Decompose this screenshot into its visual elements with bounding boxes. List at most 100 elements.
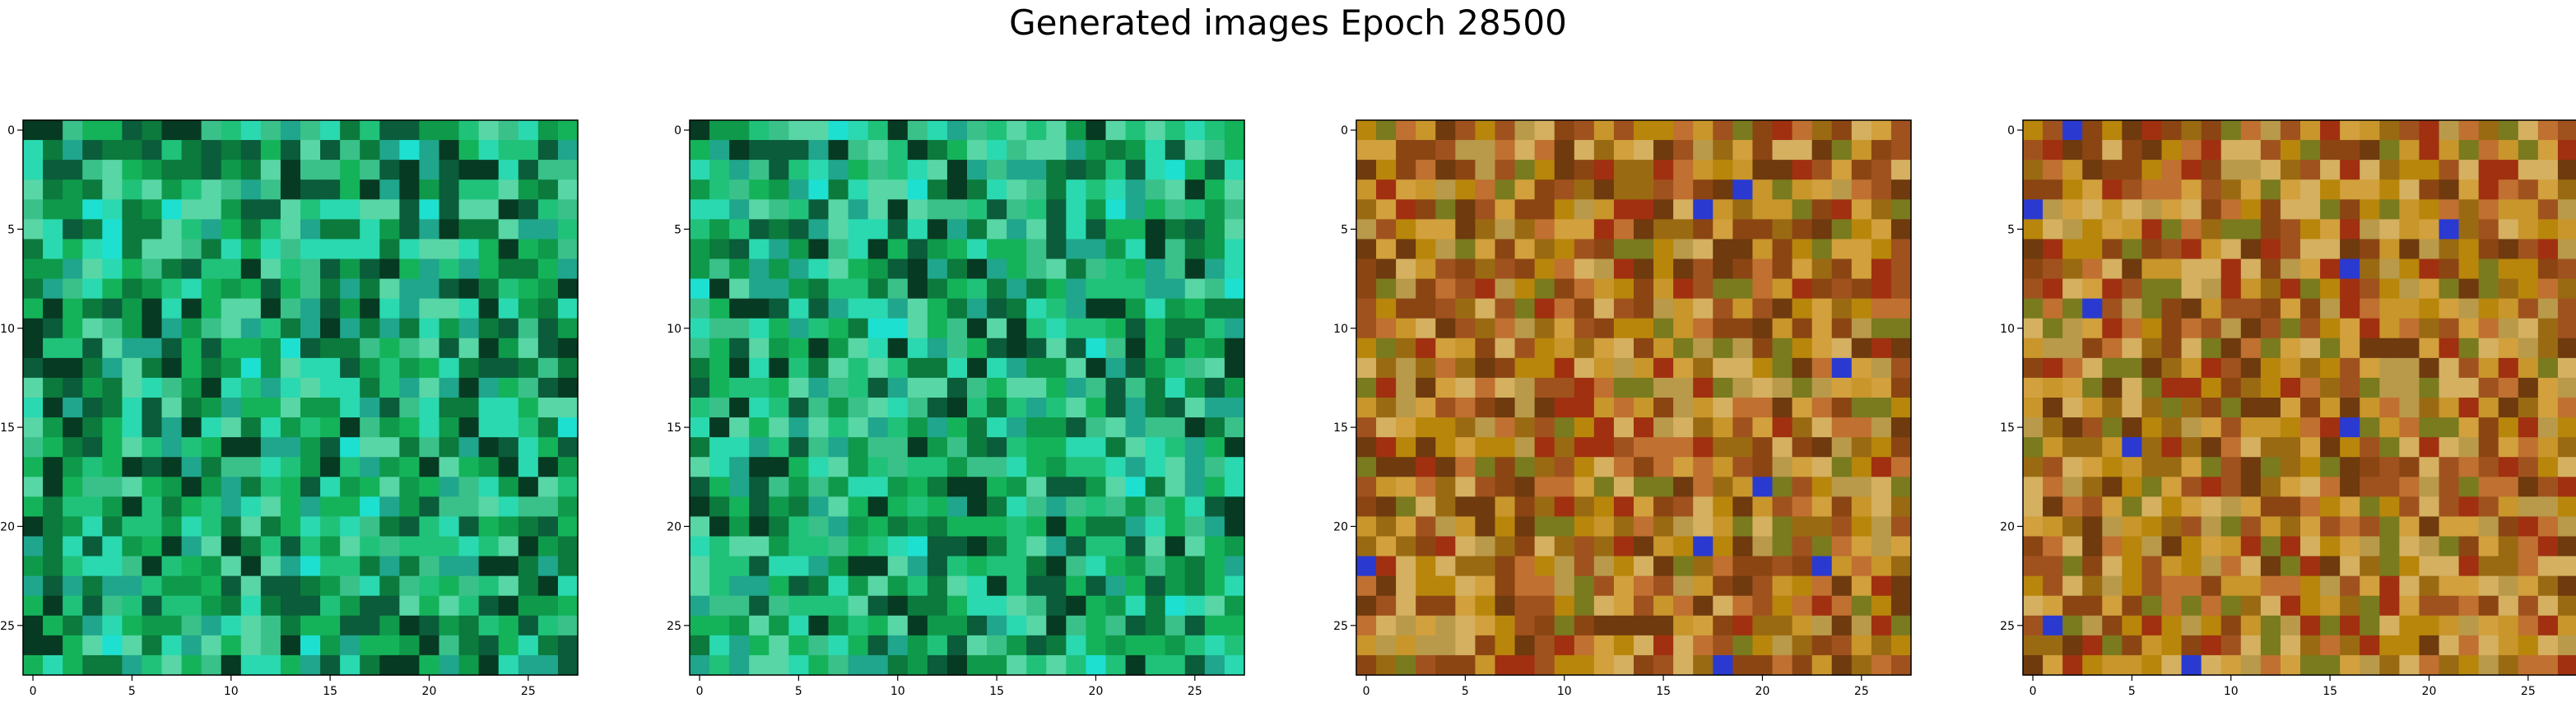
y-tick-label: 25 (0, 620, 15, 633)
pixel (2122, 654, 2143, 676)
pixel (1026, 398, 1047, 418)
pixel (1713, 120, 1733, 141)
pixel (1871, 437, 1892, 458)
pixel (320, 377, 341, 398)
pixel (1693, 654, 1713, 676)
pixel (2260, 417, 2281, 438)
pixel (43, 160, 63, 180)
pixel (709, 516, 730, 538)
pixel (1046, 160, 1067, 180)
pixel (946, 417, 968, 438)
pixel (122, 357, 143, 379)
pixel (2141, 160, 2163, 180)
pixel (1066, 258, 1087, 280)
pixel (221, 219, 242, 240)
pixel (2320, 595, 2341, 617)
pixel (1184, 258, 1206, 280)
pixel (2220, 457, 2242, 477)
pixel (1184, 398, 1206, 418)
pixel (1653, 615, 1674, 636)
pixel (1046, 278, 1067, 300)
pixel (927, 278, 948, 300)
pixel (458, 496, 480, 518)
pixel (1396, 120, 1416, 141)
pixel (2062, 477, 2083, 497)
pixel (1396, 357, 1416, 379)
pixel (2082, 278, 2103, 300)
pixel (946, 120, 968, 141)
pixel (2340, 239, 2360, 260)
pixel (1634, 516, 1654, 538)
pixel (2082, 179, 2103, 200)
pixel (122, 278, 143, 300)
pixel (43, 338, 63, 359)
pixel (2201, 536, 2222, 557)
pixel (1475, 437, 1496, 458)
pixel (2122, 477, 2143, 497)
pixel (518, 258, 539, 280)
pixel (2498, 140, 2519, 161)
pixel (240, 595, 262, 617)
pixel (1534, 635, 1555, 656)
pixel (1224, 417, 1245, 438)
pixel (1475, 477, 1496, 497)
pixel (63, 477, 83, 497)
pixel (1613, 160, 1634, 180)
pixel (1066, 239, 1087, 260)
pixel (419, 516, 440, 538)
pixel (1204, 417, 1225, 438)
pixel (867, 179, 889, 200)
pixel (1145, 338, 1166, 359)
pixel (1554, 635, 1575, 656)
pixel (2379, 398, 2400, 418)
pixel (1634, 179, 1654, 200)
pixel (340, 377, 360, 398)
pixel (1574, 536, 1595, 557)
pixel (1811, 120, 1833, 141)
pixel (2240, 298, 2262, 319)
pixel (518, 219, 539, 240)
pixel (260, 398, 281, 418)
pixel (2201, 140, 2222, 161)
pixel (458, 654, 480, 676)
pixel (300, 357, 321, 379)
pixel (557, 258, 579, 280)
pixel (1713, 239, 1733, 260)
pixel (1871, 298, 1892, 319)
pixel (749, 179, 770, 200)
pixel (2518, 457, 2539, 477)
pixel (1772, 377, 1793, 398)
pixel (2062, 437, 2083, 458)
pixel (557, 179, 579, 200)
pixel (1514, 496, 1536, 518)
pixel (1554, 278, 1575, 300)
pixel (1890, 239, 1912, 260)
pixel (2280, 219, 2301, 240)
pixel (1026, 536, 1047, 557)
pixel (1871, 575, 1892, 597)
pixel (1634, 496, 1654, 518)
pixel (1890, 219, 1912, 240)
pixel (280, 258, 301, 280)
pixel (828, 219, 849, 240)
pixel (867, 318, 889, 339)
axes-frame (2022, 119, 2576, 676)
pixel (439, 199, 460, 220)
pixel (1693, 477, 1713, 497)
pixel (1673, 654, 1694, 676)
pixel (280, 160, 301, 180)
pixel (82, 377, 103, 398)
pixel (260, 179, 281, 200)
pixel (340, 595, 360, 617)
pixel (379, 318, 400, 339)
pixel (1026, 258, 1047, 280)
pixel (2220, 278, 2242, 300)
pixel (2023, 615, 2044, 636)
pixel (2360, 654, 2380, 676)
pixel (907, 536, 928, 557)
pixel (1890, 595, 1912, 617)
pixel (1007, 575, 1027, 597)
pixel (1831, 357, 1853, 379)
pixel (320, 338, 341, 359)
pixel (142, 179, 163, 200)
